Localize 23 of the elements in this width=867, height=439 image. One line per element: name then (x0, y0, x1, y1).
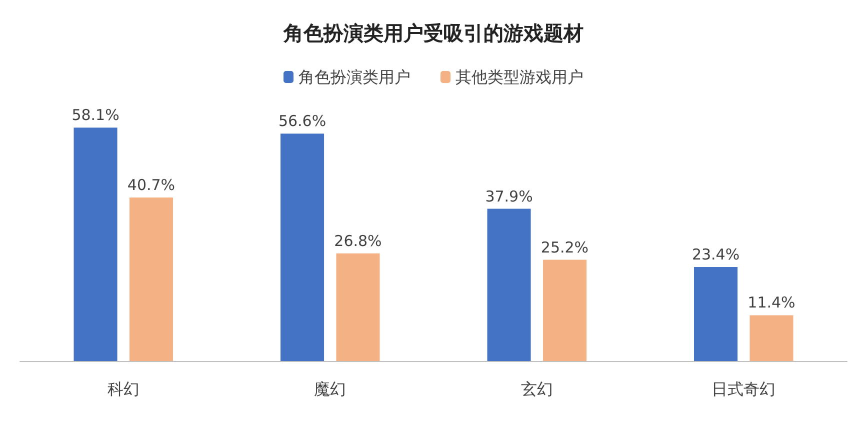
data-label: 25.2% (540, 238, 589, 256)
data-label: 40.7% (127, 176, 176, 194)
x-tick-label: 魔幻 (314, 380, 346, 398)
legend-label: 角色扮演类用户 (298, 68, 410, 86)
bar (487, 208, 531, 361)
legend-label: 其他类型游戏用户 (456, 68, 584, 86)
bar (280, 134, 324, 361)
chart-title: 角色扮演类用户受吸引的游戏题材 (282, 21, 584, 45)
data-label: 56.6% (278, 112, 326, 130)
x-tick-label: 玄幻 (520, 380, 553, 398)
bar (750, 315, 794, 361)
bar (129, 198, 173, 361)
data-label: 23.4% (692, 246, 740, 264)
data-label: 58.1% (72, 106, 120, 124)
bar (694, 267, 738, 361)
bar (74, 128, 118, 361)
data-label: 37.9% (485, 187, 533, 206)
bar (542, 260, 586, 361)
x-tick-label: 科幻 (107, 380, 140, 398)
x-tick-label: 日式奇幻 (712, 380, 776, 398)
data-label: 26.8% (334, 232, 382, 250)
bar (336, 253, 380, 361)
data-label: 11.4% (748, 294, 796, 312)
